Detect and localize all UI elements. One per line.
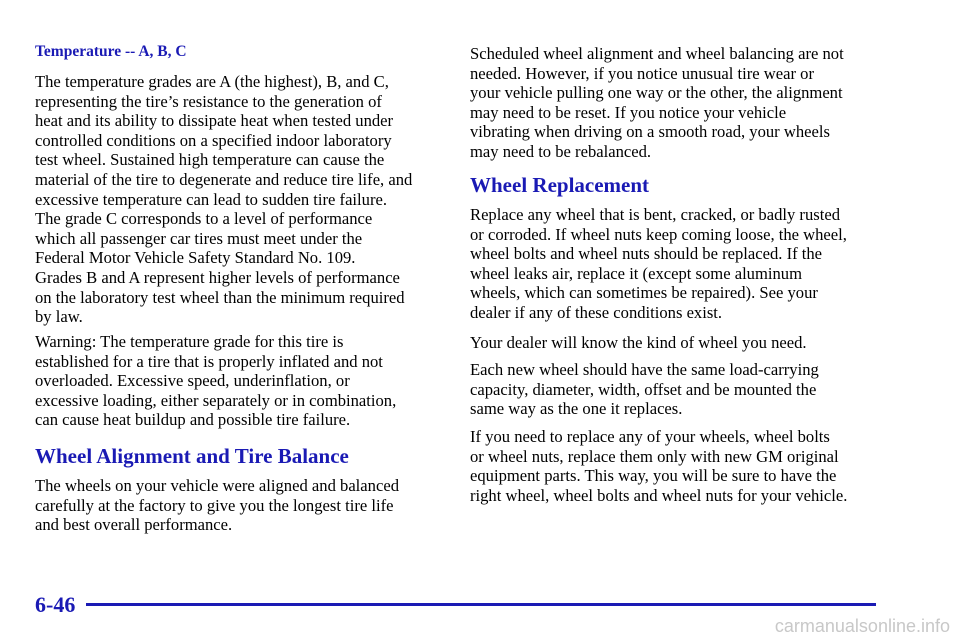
text-line: equipment parts. This way, you will be s… (470, 466, 837, 486)
text-line: Replace any wheel that is bent, cracked,… (470, 205, 840, 224)
text-line: on the laboratory test wheel than the mi… (35, 287, 405, 307)
text-line: Warning: The temperature grade for this … (35, 332, 344, 351)
text-line: may need to be rebalanced. (470, 142, 652, 161)
text-line: excessive temperature can lead to sudden… (35, 189, 387, 209)
text-line: needed. However, if you notice unusual t… (470, 63, 814, 83)
footer-rule (86, 603, 876, 606)
text-line: Each new wheel should have the same load… (470, 360, 819, 379)
text-line: capacity, diameter, width, offset and be… (470, 379, 817, 399)
text-line: If you need to replace any of your wheel… (470, 427, 830, 446)
text-line: excessive loading, either separately or … (35, 390, 397, 410)
text-line: wheels, which can sometimes be repaired)… (470, 283, 818, 303)
watermark: carmanualsonline.info (774, 616, 950, 636)
text-line: wheel bolts and wheel nuts should be rep… (470, 244, 823, 264)
text-line: The wheels on your vehicle were aligned … (35, 476, 399, 495)
text-line: heat and its ability to dissipate heat w… (35, 111, 394, 131)
subheading: Temperature -- A, B, C (35, 43, 187, 60)
text-line: may need to be reset. If you notice your… (470, 102, 787, 122)
text-line: which all passenger car tires must meet … (35, 228, 363, 248)
text-line: material of the tire to degenerate and r… (35, 170, 413, 189)
heading: Wheel Alignment and Tire Balance (35, 444, 349, 468)
text-line: Scheduled wheel alignment and wheel bala… (470, 44, 844, 63)
text-line: The temperature grades are A (the highes… (35, 72, 389, 91)
text-line: The grade C corresponds to a level of pe… (35, 209, 373, 229)
text-line: test wheel. Sustained high temperature c… (35, 150, 385, 170)
text-line: controlled conditions on a specified ind… (35, 130, 392, 150)
text-line: Grades B and A represent higher levels o… (35, 268, 400, 287)
text-line: dealer if any of these conditions exist. (470, 303, 723, 322)
text-line: your vehicle pulling one way or the othe… (470, 83, 843, 103)
text-line: carefully at the factory to give you the… (35, 495, 394, 515)
text-line: overloaded. Excessive speed, underinflat… (35, 371, 350, 391)
text-line: and best overall performance. (35, 515, 233, 535)
text-line: representing the tire’s resistance to th… (35, 91, 382, 111)
heading: Wheel Replacement (470, 173, 650, 197)
page-number: 6-46 (35, 592, 76, 617)
text-line: wheel leaks air, replace it (except some… (470, 263, 802, 283)
text-line: vibrating when driving on a smooth road,… (470, 122, 830, 142)
text-line: can cause heat buildup and possible tire… (35, 410, 351, 430)
text-line: Your dealer will know the kind of wheel … (470, 333, 807, 352)
text-line: right wheel, wheel bolts and wheel nuts … (470, 485, 848, 505)
text-line: or wheel nuts, replace them only with ne… (470, 446, 839, 466)
text-line: established for a tire that is properly … (35, 351, 383, 371)
text-line: by law. (35, 307, 83, 327)
text-line: same way as the one it replaces. (470, 399, 683, 419)
text-line: Federal Motor Vehicle Safety Standard No… (35, 248, 356, 268)
text-line: or corroded. If wheel nuts keep coming l… (470, 224, 847, 244)
